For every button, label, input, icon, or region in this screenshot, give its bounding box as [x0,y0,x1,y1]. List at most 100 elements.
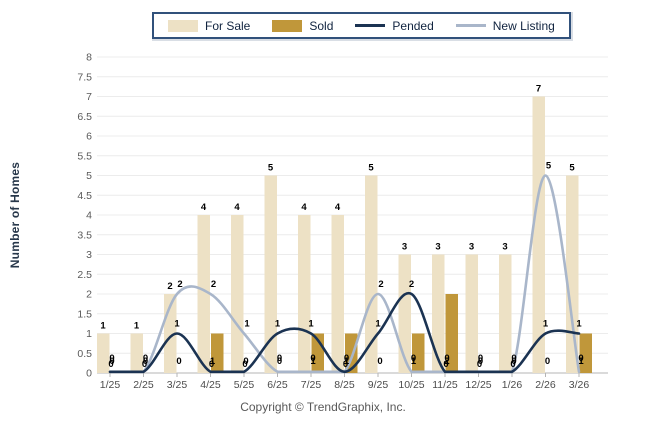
bar-for-sale [465,254,478,373]
for-sale-swatch [168,19,198,32]
value-label-sold: 0 [377,356,382,367]
value-label-pended: 0 [343,359,348,370]
value-label-pended: 1 [543,319,549,330]
value-label-sold: 1 [578,356,584,367]
x-tick-label: 11/25 [432,379,458,391]
value-label-new-listing: 0 [411,353,416,364]
value-label-new-listing: 5 [546,161,552,172]
y-tick-label: 7.5 [77,71,92,83]
value-label-new-listing: 0 [310,353,315,364]
value-label-for-sale: 3 [435,242,440,253]
value-label-pended: 0 [477,359,482,370]
bar-for-sale [130,333,143,373]
y-tick-label: 6 [86,131,92,143]
copyright-text: Copyright © TrendGraphix, Inc. [240,400,406,414]
y-tick-label: 3.5 [77,229,92,241]
value-label-new-listing: 0 [143,353,148,364]
value-label-new-listing: 0 [109,353,114,364]
x-tick-label: 2/26 [535,379,556,391]
bar-for-sale [331,215,344,373]
value-label-new-listing: 0 [478,353,483,364]
value-label-pended: 0 [510,359,515,370]
value-label-pended: 0 [242,359,247,370]
sold-swatch [272,19,303,32]
value-label-for-sale: 3 [502,242,507,253]
y-tick-label: 5.5 [77,150,92,162]
value-label-new-listing: 2 [211,279,216,290]
pended-line [108,291,581,374]
value-label-new-listing: 2 [378,279,383,290]
y-tick-label: 0 [86,368,92,380]
value-label-for-sale: 5 [368,163,374,174]
y-tick-label: 1 [86,328,92,340]
value-label-for-sale: 7 [536,84,541,95]
legend-label: New Listing [492,18,555,33]
value-label-sold: 2 [444,356,449,367]
value-label-pended: 1 [174,319,180,330]
value-label-new-listing: 0 [344,353,349,364]
value-label-new-listing: 0 [277,353,282,364]
bar-for-sale [264,175,277,373]
bar-for-sale [298,215,311,373]
y-tick-label: 2 [86,289,92,301]
bar-for-sale [398,254,411,373]
x-tick-label: 7/25 [301,379,322,391]
new-listing-line [108,174,581,374]
value-label-sold: 0 [277,356,282,367]
value-label-sold: 1 [344,356,350,367]
x-tick-label: 10/25 [398,379,424,391]
value-label-sold: 1 [411,356,417,367]
legend-label: For Sale [205,18,251,33]
x-tick-label: 1/26 [502,379,523,391]
legend-label: Pended [392,18,434,33]
value-label-pended: 2 [409,279,414,290]
new-listing-line-swatch [455,24,486,27]
bar-sold [445,294,458,373]
y-tick-label: 7 [86,91,92,103]
bar-sold [412,333,425,373]
value-label-for-sale: 3 [402,242,407,253]
value-label-for-sale: 2 [167,281,172,292]
y-tick-label: 1.5 [77,308,92,320]
value-label-for-sale: 5 [569,163,575,174]
x-tick-label: 2/25 [133,379,154,391]
value-label-new-listing: 0 [444,353,449,364]
value-label-sold: 0 [511,356,516,367]
value-label-sold: 1 [210,356,216,367]
legend-item-for-sale: For Sale [168,19,250,33]
value-label-pended: 0 [142,359,147,370]
y-tick-label: 4.5 [77,190,92,202]
legend-item-new-listing: New Listing [455,18,555,33]
value-label-sold: 0 [243,356,248,367]
x-tick-label: 9/25 [368,379,389,391]
pended-line-swatch [355,24,386,27]
x-tick-label: 3/26 [569,379,590,391]
value-label-new-listing: 1 [244,319,250,330]
y-tick-label: 4 [86,210,92,222]
x-tick-label: 3/25 [167,379,188,391]
value-label-for-sale: 5 [268,163,274,174]
x-tick-label: 6/25 [267,379,288,391]
value-label-sold: 0 [176,356,181,367]
y-tick-label: 5 [86,170,92,182]
legend-label: Sold [309,18,334,33]
bar-for-sale [97,333,110,373]
value-label-for-sale: 4 [335,202,341,213]
value-label-pended: 0 [443,359,448,370]
value-label-pended: 0 [108,359,113,370]
value-label-for-sale: 1 [100,321,106,332]
value-label-sold: 0 [143,356,148,367]
bar-for-sale [499,254,512,373]
bar-sold [579,333,592,373]
x-tick-label: 1/25 [100,379,121,391]
bar-for-sale [197,215,210,373]
legend-item-sold: Sold [272,19,333,33]
value-label-for-sale: 4 [301,202,307,213]
value-label-for-sale: 1 [134,321,140,332]
value-label-new-listing: 0 [511,353,516,364]
x-tick-label: 4/25 [200,379,221,391]
bar-for-sale [532,96,545,373]
bar-sold [211,333,224,373]
y-tick-label: 8 [86,52,92,64]
